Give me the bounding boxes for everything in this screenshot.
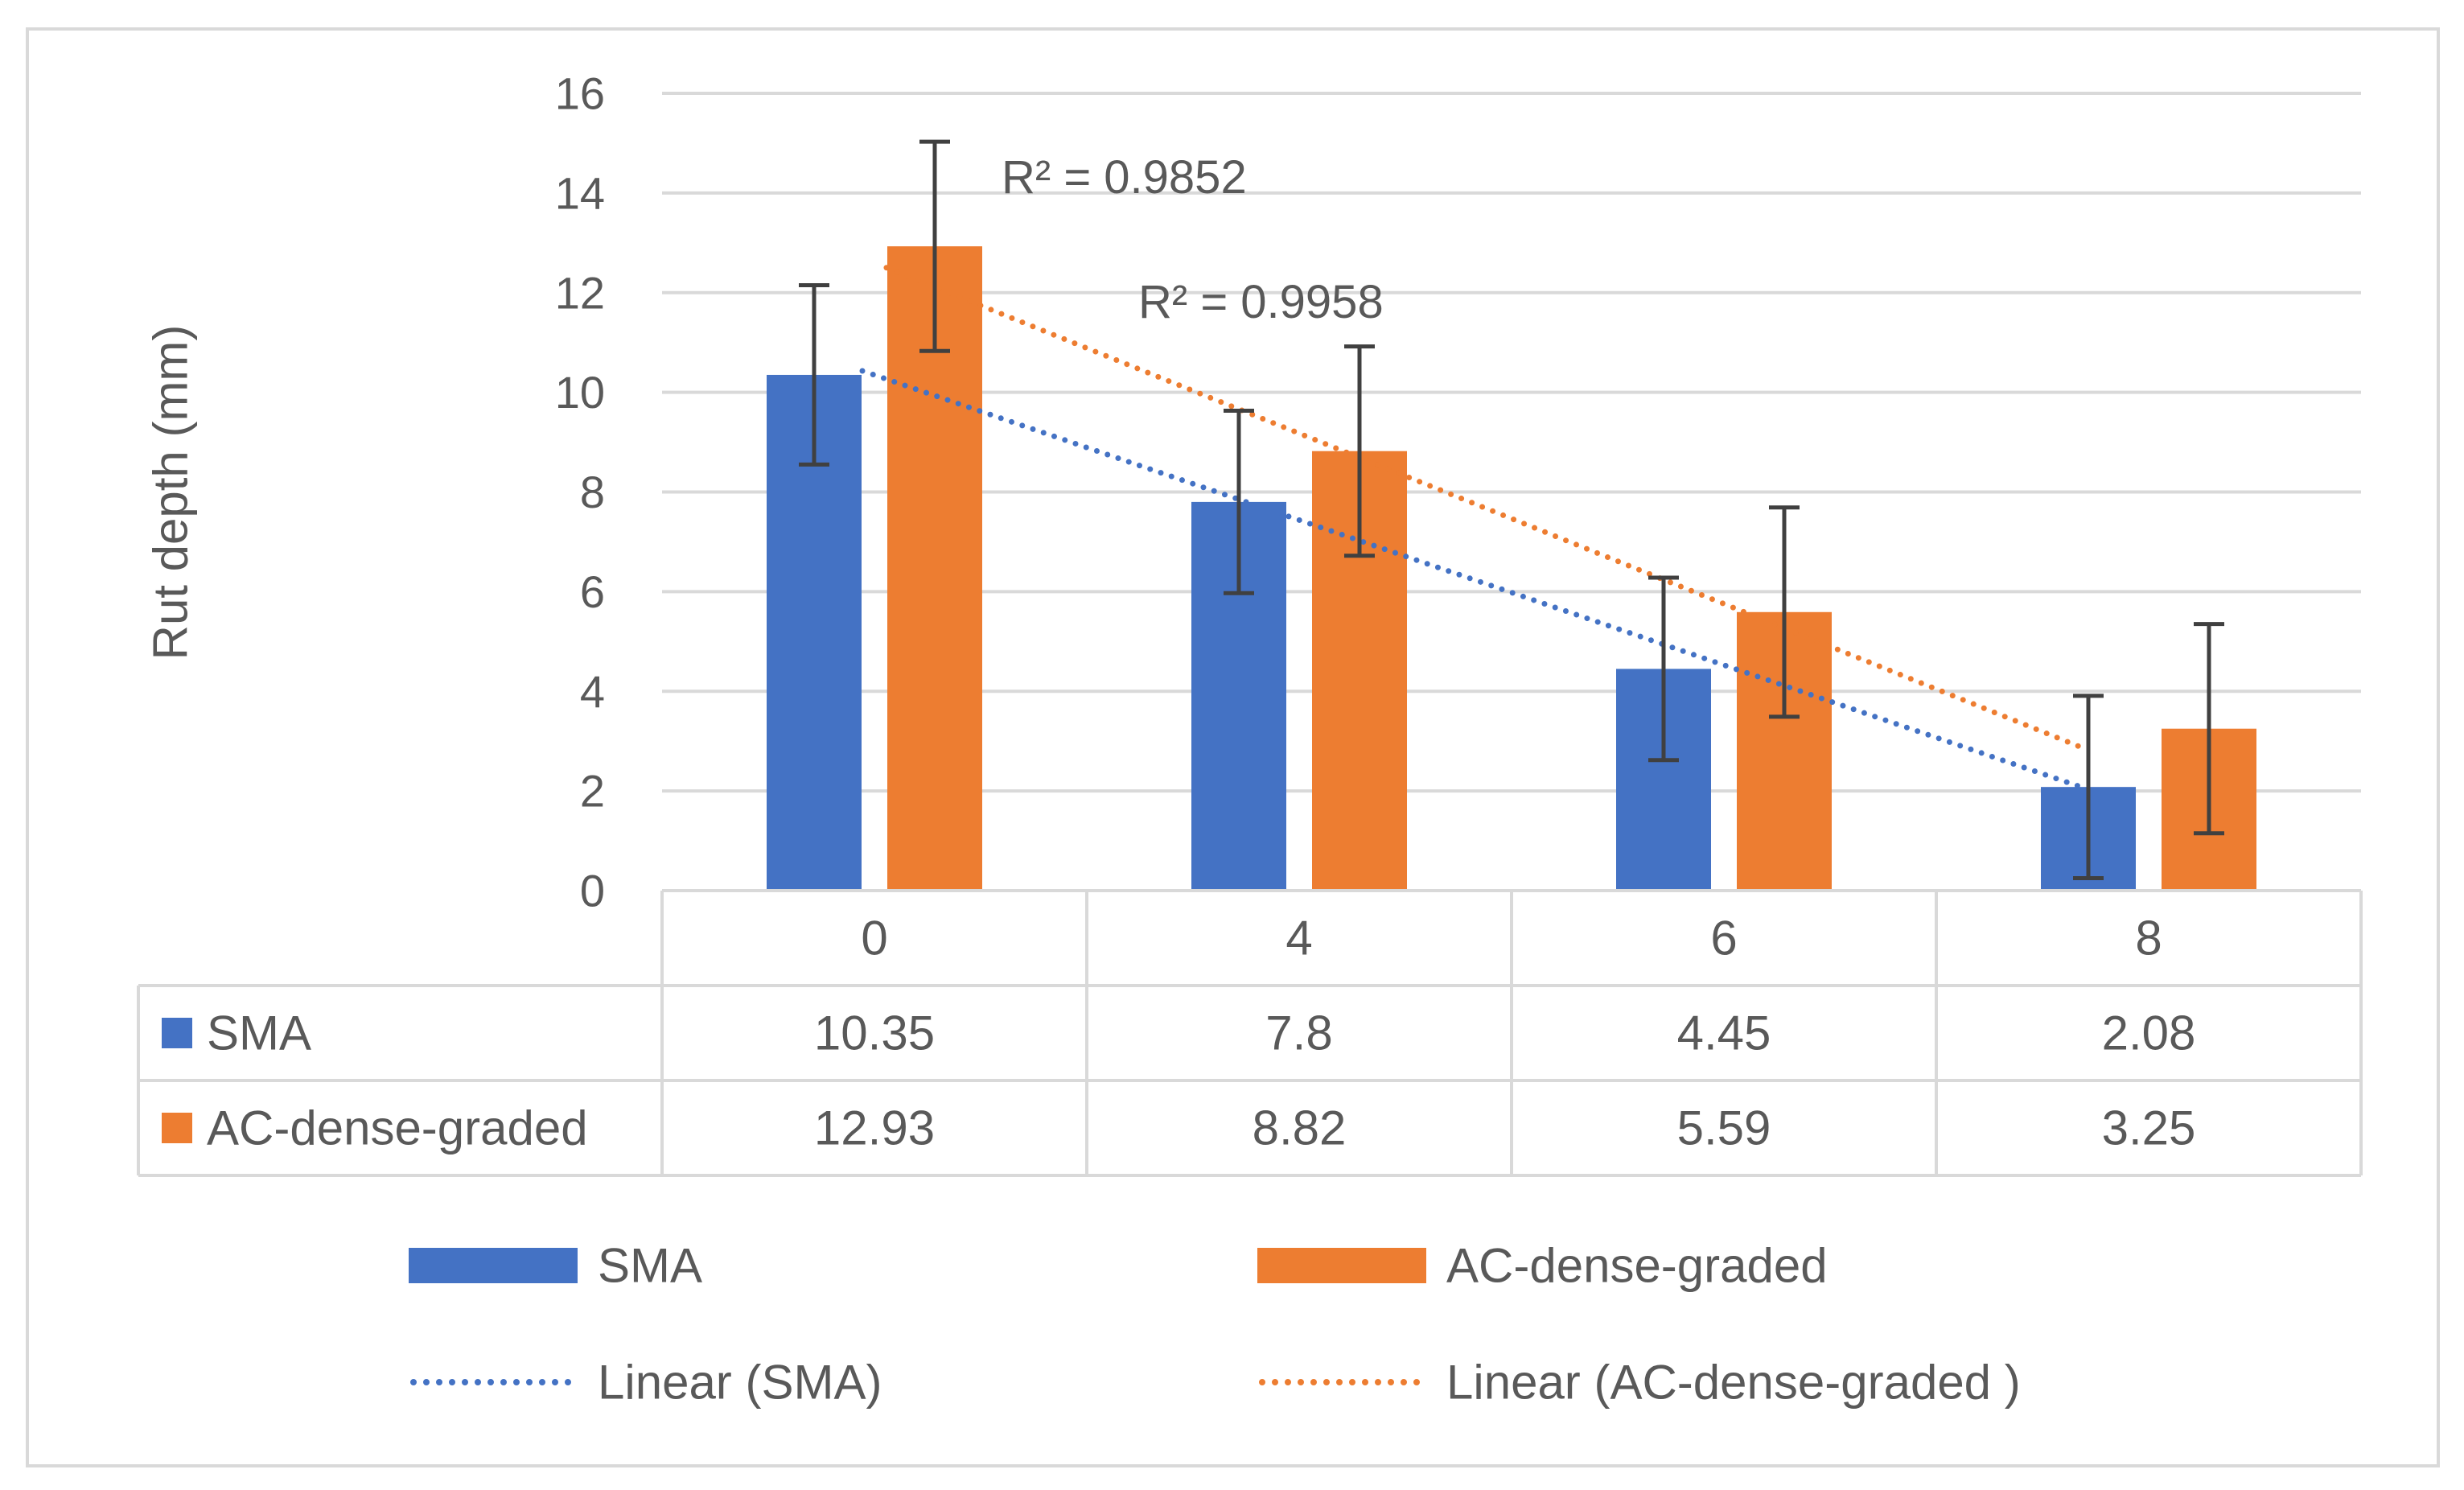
trendline-sma (859, 368, 2092, 792)
table-series-name: AC-dense-graded (207, 1101, 588, 1155)
table-legend-key (162, 1018, 192, 1048)
legend-swatch (1257, 1248, 1426, 1283)
legend-label: AC-dense-graded (1446, 1239, 1828, 1293)
error-bars (799, 139, 2224, 881)
y-tick-label: 16 (555, 68, 605, 119)
table-value: 4.45 (1677, 1006, 1771, 1060)
x-category-label: 6 (1710, 912, 1737, 965)
y-tick-label: 14 (555, 167, 605, 218)
table-value: 8.82 (1253, 1101, 1347, 1155)
error-bar (1344, 344, 1375, 558)
table-value: 3.25 (2102, 1101, 2196, 1155)
legend-swatch (409, 1248, 578, 1283)
trendlines (859, 265, 2092, 792)
y-tick-labels: 0 2 4 6 8 10 12 14 16 (555, 68, 605, 916)
y-tick-label: 8 (580, 467, 605, 517)
table-value: 5.59 (1677, 1101, 1771, 1155)
y-tick-label: 2 (580, 766, 605, 817)
table-value: 7.8 (1265, 1006, 1332, 1060)
legend-label: SMA (598, 1239, 702, 1293)
y-tick-label: 4 (580, 666, 605, 717)
y-tick-label: 10 (555, 367, 605, 418)
table-value: 12.93 (814, 1101, 935, 1155)
error-bar (799, 282, 829, 467)
error-bar (2073, 694, 2104, 881)
table-legend-key (162, 1113, 192, 1143)
data-table: 0 4 6 8 SMA 10.35 7.8 4.45 2.08 AC-dense-graded 12… (137, 889, 2363, 1177)
error-bar (1769, 505, 1800, 719)
y-tick-label: 12 (555, 267, 605, 318)
table-value: 10.35 (814, 1006, 935, 1060)
x-category-label: 4 (1285, 912, 1312, 965)
r2-label-ac-dense-graded: R² = 0.9852 (1002, 151, 1247, 204)
error-bar (1224, 409, 1254, 595)
y-axis-title: Rut depth (mm) (144, 325, 198, 661)
bars (767, 246, 2256, 891)
error-bar (1648, 575, 1679, 763)
error-bar (919, 139, 950, 353)
table-value: 2.08 (2102, 1006, 2196, 1060)
x-category-label: 0 (861, 912, 887, 965)
trendline-ac-dense-graded (883, 265, 2092, 753)
legend-label: Linear (SMA) (598, 1356, 882, 1410)
r2-label-sma: R² = 0.9958 (1138, 276, 1384, 328)
y-tick-label: 0 (580, 866, 605, 916)
y-tick-label: 6 (580, 566, 605, 617)
legend: SMA AC-dense-graded Linear (SMA) Linear (AC… (409, 1239, 2021, 1410)
bar-ac-dense-graded (887, 246, 982, 891)
error-bar (2194, 622, 2224, 836)
table-series-name: SMA (207, 1006, 311, 1060)
legend-label: Linear (AC-dense-graded ) (1446, 1356, 2021, 1410)
x-category-label: 8 (2135, 912, 2162, 965)
